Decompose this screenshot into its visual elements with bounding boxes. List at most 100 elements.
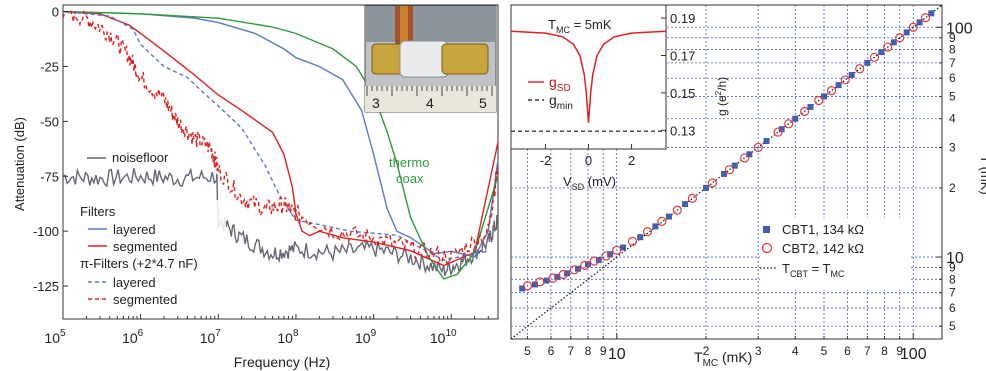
left-x-tick-label: 108 — [277, 328, 299, 346]
cbt2-marker — [908, 22, 918, 32]
inset-legend-gmin: gmin — [549, 92, 573, 112]
legend-label-cbt1: CBT1, 134 kΩ — [782, 222, 864, 237]
cable-photo-inset: 3 4 5 — [364, 5, 497, 113]
cbt2-marker — [773, 127, 783, 137]
left-series-line-4 — [62, 10, 489, 261]
cbt1-marker — [878, 49, 885, 56]
right-plot-frame — [510, 4, 943, 340]
right-x-major-label: 10 — [608, 346, 626, 363]
cbt2-marker — [869, 52, 880, 62]
cbt2-marker — [601, 251, 611, 261]
cbt2-marker — [740, 153, 750, 163]
cbt1-marker — [543, 277, 550, 284]
right-y-major-label: 10 — [946, 250, 964, 267]
inset-title: TMC = 5mK — [548, 17, 612, 35]
right-x-minor-label: 6 — [548, 344, 555, 358]
legend-label-segmented: segmented — [113, 239, 177, 254]
left-y-tick-label: -75 — [40, 169, 59, 184]
left-series-line-5 — [62, 9, 499, 265]
inset-y-tick-label: 0.13 — [670, 123, 695, 138]
right-y-minor-label: 7 — [949, 56, 956, 70]
cbt1-marker — [720, 170, 727, 177]
inset-plot: -2 0 2 0.13 0.15 0.17 0.19 TMC = 5mK gSD gmin… — [510, 4, 729, 192]
inset-background — [511, 5, 666, 149]
left-y-tick-label: 0 — [52, 5, 59, 20]
cbt1-marker — [848, 71, 855, 78]
cbt1-marker — [763, 137, 770, 144]
inset-x-tick-label: 0 — [585, 153, 592, 168]
cbt1-marker — [903, 29, 910, 36]
right-y-minor-label: 4 — [949, 112, 956, 126]
left-series-group — [62, 9, 499, 280]
legend-subtitle-pi-filters: π-Filters (+2*4.7 nF) — [80, 256, 198, 271]
right-y-minor-label: 6 — [949, 301, 956, 315]
left-x-tick-label: 107 — [200, 328, 222, 346]
left-y-tick-label: -100 — [33, 224, 59, 239]
ruler-label-5: 5 — [479, 95, 487, 111]
right-y-minor-label: 7 — [949, 286, 956, 300]
right-y-major-label: 100 — [946, 20, 973, 37]
cbt2-marker — [569, 265, 580, 275]
cbt1-marker — [620, 244, 627, 251]
left-y-tick-label: -50 — [40, 114, 59, 129]
left-x-tick-label: 106 — [122, 328, 144, 346]
cbt2-marker — [840, 75, 850, 85]
inset-x-ticks: -2 0 2 — [540, 144, 635, 168]
right-y-minor-label: 5 — [949, 319, 956, 333]
right-y-minor-label: 5 — [949, 89, 956, 103]
right-x-axis-label: TMC (mK) — [694, 349, 752, 369]
cbt1-marker — [820, 93, 827, 100]
right-y-minor-label: 6 — [949, 71, 956, 85]
cbt1-marker — [928, 10, 935, 17]
left-x-tick-label: 105 — [44, 328, 66, 346]
legend-title-filters: Filters — [80, 204, 116, 219]
ruler-label-3: 3 — [372, 95, 380, 111]
right-y-minor-label: 8 — [949, 272, 956, 286]
cbt1-marker — [807, 103, 814, 110]
right-x-minor-label: 5 — [524, 344, 531, 358]
right-x-major-label: 100 — [900, 346, 927, 363]
ruler-label-4: 4 — [426, 95, 434, 111]
inset-x-tick-label: -2 — [540, 153, 552, 168]
inset-x-axis-label: VSD (mV) — [563, 174, 616, 192]
right-y-minor-label: 9 — [949, 261, 956, 275]
right-x-minor-label: 3 — [755, 344, 762, 358]
cbt2-marker — [535, 277, 545, 287]
right-y-minor-label: 2 — [949, 181, 956, 195]
right-y-minor-label: 3 — [949, 140, 956, 154]
cbt1-marker — [835, 82, 842, 89]
cbt2-marker — [826, 86, 837, 96]
cbt1-marker — [595, 257, 602, 264]
cbt1-marker — [519, 285, 526, 292]
inset-y-axis-label: g (e2/h) — [714, 77, 729, 116]
cbt2-marker — [580, 260, 590, 270]
left-panel: 0 -25 -50 -75 -100 -125 105 106 107 108 109 1010 A… — [12, 4, 499, 370]
left-series-line-2 — [62, 10, 499, 267]
cbt2-marker — [672, 205, 682, 215]
left-series-line-0 — [62, 167, 499, 277]
right-x-minor-label: 8 — [881, 344, 888, 358]
ruler-ticks — [366, 86, 493, 96]
cbt1-marker — [916, 19, 923, 26]
left-y-tick-label: -125 — [33, 279, 59, 294]
right-series-group — [519, 10, 935, 292]
cbt1-marker — [864, 59, 871, 66]
right-x-minor-label: 2 — [703, 344, 710, 358]
right-x-minor-label: 9 — [600, 344, 607, 358]
cbt2-marker — [883, 42, 893, 52]
right-x-minor-label: 4 — [792, 344, 799, 358]
left-y-ticks: 0 -25 -50 -75 -100 -125 — [33, 5, 68, 294]
right-x-minor-label: 7 — [864, 344, 871, 358]
legend-label-pi-segmented: segmented — [113, 292, 177, 307]
right-y-minor-label: 9 — [949, 31, 956, 45]
noisefloor-label: noisefloor — [112, 150, 169, 165]
cbt2-marker — [814, 95, 824, 106]
cbt2-marker — [855, 64, 865, 74]
inset-gsd-curve — [510, 30, 667, 123]
right-y-axis-label: T (mK) — [978, 155, 986, 194]
cbt2-marker — [627, 236, 638, 246]
inset-x-tick-label: 2 — [628, 153, 635, 168]
inset-y-ticks: 0.13 0.15 0.17 0.19 — [661, 11, 695, 138]
cbt1-marker — [665, 213, 672, 220]
